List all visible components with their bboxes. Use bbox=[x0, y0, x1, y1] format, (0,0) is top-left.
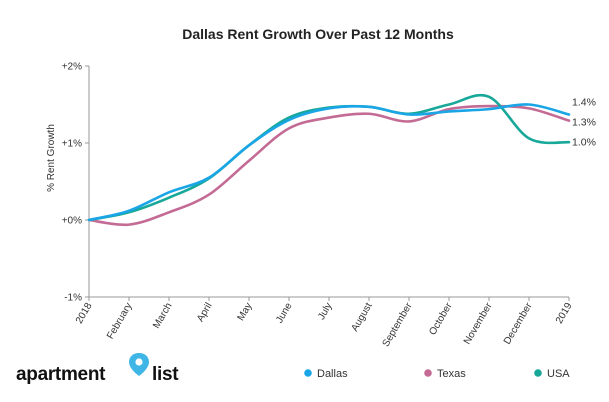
x-tick-label: November bbox=[462, 300, 495, 346]
brand-word-apartment: apartment bbox=[16, 364, 106, 385]
axes bbox=[88, 66, 569, 298]
legend-label-usa: USA bbox=[547, 368, 570, 380]
x-tick-label: 2019 bbox=[554, 301, 575, 326]
legend-marker-texas bbox=[424, 369, 432, 377]
x-tick-label: September bbox=[381, 300, 415, 348]
series-line-dallas bbox=[87, 103, 571, 222]
y-axis-label: % Rent Growth bbox=[46, 124, 57, 192]
legend-label-texas: Texas bbox=[437, 368, 466, 380]
legend: Dallas Texas USA bbox=[304, 368, 570, 380]
end-labels: 1.4% 1.3% 1.0% bbox=[572, 97, 596, 149]
x-tick-label: October bbox=[427, 300, 455, 337]
end-label-dallas: 1.4% bbox=[572, 97, 596, 109]
y-tick-label: +1% bbox=[62, 139, 82, 150]
series-line-texas bbox=[87, 104, 571, 227]
y-ticks: -1% +0% +1% +2% bbox=[62, 62, 89, 304]
x-tick-label: February bbox=[105, 301, 135, 341]
series-lines bbox=[87, 93, 571, 227]
end-label-usa: 1.0% bbox=[572, 137, 596, 149]
chart-title: Dallas Rent Growth Over Past 12 Months bbox=[182, 26, 454, 42]
brand-word-list: list bbox=[152, 364, 179, 385]
x-tick-label: March bbox=[151, 301, 174, 331]
x-tick-label: April bbox=[195, 301, 215, 324]
apartment-list-logo: apartment list bbox=[16, 353, 180, 385]
x-tick-label: December bbox=[502, 300, 535, 346]
legend-marker-dallas bbox=[304, 369, 312, 377]
y-tick-label: +0% bbox=[62, 216, 82, 227]
x-tick-label: August bbox=[350, 301, 375, 334]
x-tick-label: July bbox=[316, 301, 334, 322]
legend-marker-usa bbox=[534, 369, 542, 377]
x-tick-label: June bbox=[274, 301, 295, 326]
y-tick-label: -1% bbox=[64, 293, 82, 304]
series-line-usa bbox=[87, 93, 571, 222]
y-tick-label: +2% bbox=[62, 62, 82, 73]
end-label-texas: 1.3% bbox=[572, 117, 596, 129]
legend-label-dallas: Dallas bbox=[317, 368, 348, 380]
x-tick-label: May bbox=[236, 301, 255, 323]
x-ticks: 2018 February March April May June July August S… bbox=[74, 297, 575, 349]
map-pin-icon bbox=[129, 353, 149, 376]
x-tick-label: 2018 bbox=[74, 301, 95, 326]
